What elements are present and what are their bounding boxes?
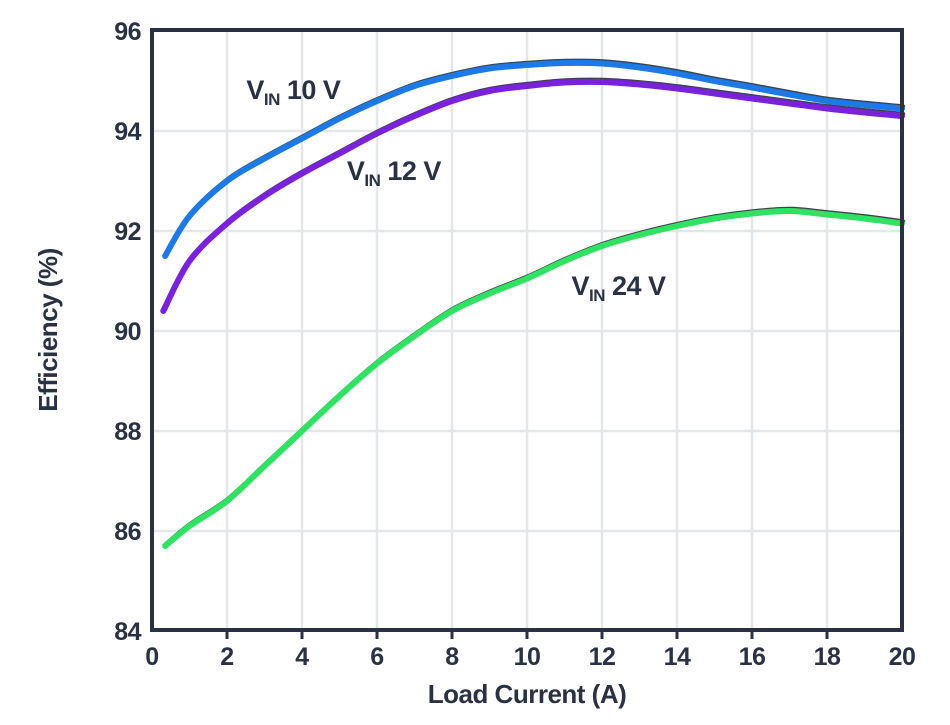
x-tick-label: 4	[295, 643, 309, 671]
series-labels: VIN 10 V VIN 12 V VIN 24 V	[246, 75, 666, 305]
series-label-vin10: VIN 10 V	[246, 75, 341, 109]
y-tick-label: 90	[114, 318, 141, 346]
y-axis-title: Efficiency (%)	[33, 248, 63, 412]
curve-vin10	[162, 59, 905, 259]
curve-vin24-shadow	[163, 206, 906, 547]
y-tick-labels: 84 86 88 90 92 94 96	[114, 18, 142, 646]
x-tick-label: 20	[889, 643, 916, 671]
y-tick-label: 84	[114, 618, 141, 646]
y-tick-label: 96	[114, 18, 141, 46]
x-tick-label: 6	[370, 643, 383, 671]
curve-vin12	[160, 78, 905, 314]
x-tick-labels: 0 2 4 6 8 10 12 14 16 18 20	[145, 643, 916, 671]
series-label-vin12: VIN 12 V	[347, 156, 442, 190]
y-tick-label: 94	[114, 118, 141, 146]
series-curves	[160, 58, 906, 549]
y-tick-label: 88	[114, 418, 141, 446]
x-tick-label: 10	[514, 643, 541, 671]
y-tick-label: 86	[114, 518, 141, 546]
x-tick-label: 2	[220, 643, 233, 671]
x-tick-label: 12	[589, 643, 616, 671]
series-label-vin24: VIN 24 V	[571, 271, 666, 305]
x-axis-title: Load Current (A)	[428, 679, 627, 709]
plot-border	[150, 28, 904, 632]
gridlines	[152, 30, 902, 630]
curve-vin24	[162, 207, 905, 549]
x-tick-label: 0	[145, 643, 158, 671]
x-tick-label: 16	[739, 643, 766, 671]
x-tick-label: 14	[664, 643, 691, 671]
x-axis-ticks	[225, 632, 829, 639]
x-tick-label: 18	[814, 643, 841, 671]
x-tick-label: 8	[445, 643, 459, 671]
y-tick-label: 92	[114, 218, 141, 246]
